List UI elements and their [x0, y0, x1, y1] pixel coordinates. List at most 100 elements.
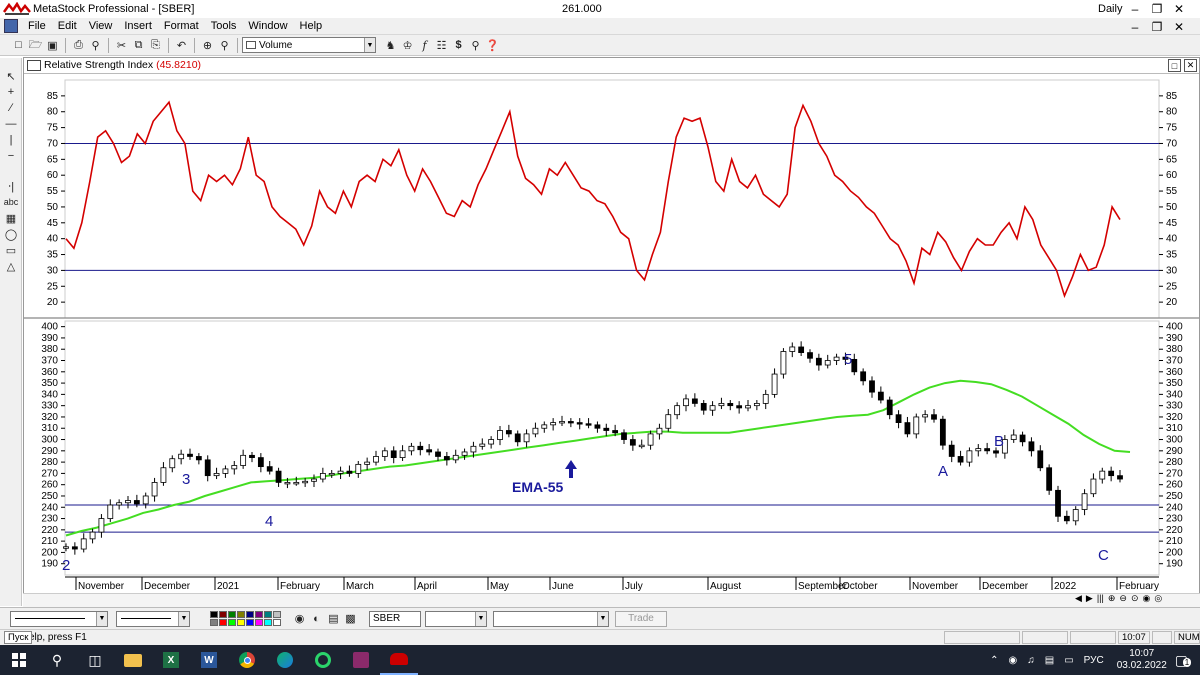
maximize-pane-icon[interactable]: □ [1168, 59, 1181, 72]
palette-swatch[interactable] [237, 619, 245, 626]
formula-doc-icon[interactable]: ▤ [328, 613, 339, 625]
rectangle-icon[interactable]: ▭ [5, 244, 17, 257]
palette-swatch[interactable] [219, 611, 227, 618]
fan-lines-icon[interactable]: − [7, 150, 15, 162]
cycle-lines-icon[interactable]: ‧| [7, 180, 15, 193]
document-icon[interactable] [4, 19, 18, 33]
chart-window-icon[interactable] [27, 60, 41, 71]
account-select[interactable]: ▼ [493, 610, 609, 627]
triangle-icon[interactable]: △ [6, 260, 16, 273]
zoom-fit-icon[interactable]: ◉ [1142, 593, 1151, 603]
windows-start-icon[interactable] [0, 645, 38, 675]
palette-swatch[interactable] [210, 611, 218, 618]
palette-swatch[interactable] [219, 619, 227, 626]
child-close-icon[interactable]: ✕ [1173, 19, 1185, 34]
zoom-out-icon[interactable]: ⊖ [1119, 593, 1127, 603]
order-type-select[interactable]: ▼ [425, 610, 487, 627]
symbol-input[interactable]: SBER [369, 610, 421, 627]
expert-advisor-icon[interactable]: ♞ [385, 39, 396, 52]
color-palette[interactable] [210, 611, 281, 626]
menu-edit[interactable]: Edit [57, 20, 77, 32]
horizontal-line-icon[interactable]: — [5, 118, 17, 130]
palette-swatch[interactable] [255, 619, 263, 626]
palette-swatch[interactable] [246, 619, 254, 626]
zoom-in-icon[interactable]: ⊕ [1107, 593, 1116, 603]
chart-canvas[interactable]: 8580757065605550454035302520858075706560… [24, 74, 1199, 594]
binoculars-icon[interactable]: ⚲ [471, 39, 480, 52]
tray-volume-icon[interactable]: ♫ [1027, 654, 1035, 666]
child-restore-icon[interactable]: ❐ [1151, 19, 1163, 34]
menu-window[interactable]: Window [248, 20, 288, 32]
palette-swatch[interactable] [246, 611, 254, 618]
search-icon[interactable]: ⚲ [51, 651, 63, 668]
text-tool-icon[interactable]: abc [3, 197, 19, 207]
scroll-right-icon[interactable]: ▶ [1085, 593, 1093, 603]
crosshair-tool-icon[interactable]: + [7, 86, 15, 98]
restore-icon[interactable]: ❐ [1151, 1, 1163, 16]
metastock-task-icon[interactable] [380, 645, 418, 675]
cut-icon[interactable]: ✂ [116, 39, 127, 52]
color-picker-icon[interactable]: ◉ [294, 613, 305, 625]
zoom-reset-icon[interactable]: ⊙ [1130, 593, 1139, 603]
pointer-icon[interactable]: ↖ [6, 70, 16, 83]
zoom-icon[interactable]: ⚲ [220, 39, 229, 52]
explorer-icon[interactable]: ♔ [402, 39, 413, 52]
menu-format[interactable]: Format [163, 20, 199, 32]
vertical-line-icon[interactable]: | [9, 134, 13, 146]
task-view-icon[interactable]: ◫ [88, 651, 102, 668]
palette-swatch[interactable] [264, 619, 272, 626]
chrome-icon[interactable] [228, 645, 266, 675]
tray-chevron-icon[interactable]: ⌃ [990, 654, 999, 666]
chevron-down-icon[interactable]: ▼ [178, 611, 189, 626]
trendline-icon[interactable]: ∕ [10, 102, 12, 114]
indicator-select[interactable]: Volume ▼ [242, 37, 376, 53]
pan-icon[interactable]: ◎ [1154, 593, 1163, 603]
file-explorer-icon[interactable] [114, 645, 152, 675]
system-tester-icon[interactable]: ☷ [436, 39, 447, 52]
dollar-icon[interactable]: $ [455, 39, 462, 51]
quik-icon[interactable] [304, 645, 342, 675]
scroll-left-icon[interactable]: ◀ [1075, 593, 1082, 603]
palette-swatch[interactable] [255, 611, 263, 618]
menu-insert[interactable]: Insert [124, 20, 152, 32]
chevron-down-icon[interactable]: ▼ [364, 38, 375, 52]
copy-icon[interactable]: ⧉ [134, 38, 143, 51]
camera-icon[interactable]: ▩ [345, 613, 356, 625]
palette-swatch[interactable] [228, 619, 236, 626]
palette-swatch[interactable] [210, 619, 218, 626]
print-preview-icon[interactable]: ⚲ [91, 39, 100, 52]
palette-swatch[interactable] [264, 611, 272, 618]
chevron-down-icon[interactable]: ▼ [96, 611, 107, 626]
formula-icon[interactable]: f [422, 38, 427, 52]
open-folder-icon[interactable]: 🗁 [28, 38, 43, 51]
save-icon[interactable]: ▣ [47, 39, 58, 52]
menu-tools[interactable]: Tools [210, 20, 237, 32]
chevron-down-icon[interactable]: ▼ [475, 611, 486, 626]
crosshair-icon[interactable]: ⊕ [202, 39, 213, 52]
line-weight-select[interactable]: ▼ [116, 610, 190, 627]
tray-clock[interactable]: 10:07 03.02.2022 [1117, 648, 1167, 672]
grid-icon[interactable]: ▦ [5, 212, 17, 225]
palette-swatch[interactable] [237, 611, 245, 618]
undo-icon[interactable]: ↶ [176, 39, 187, 52]
color-wheel-icon[interactable]: ◐ [313, 612, 320, 625]
time-scrollbar[interactable]: ◀ ▶ ||| ⊕ ⊖ ⊙ ◉ ◎ [23, 593, 1200, 607]
print-icon[interactable]: ⎙ [74, 38, 83, 51]
excel-icon[interactable]: X [152, 645, 190, 675]
chevron-down-icon[interactable]: ▼ [597, 611, 608, 626]
minimize-icon[interactable]: – [1131, 1, 1139, 16]
palette-swatch[interactable] [228, 611, 236, 618]
menu-view[interactable]: View [88, 20, 113, 32]
close-icon[interactable]: ✕ [1173, 1, 1185, 16]
paste-icon[interactable]: ⎘ [151, 38, 160, 51]
bar-spacing-icon[interactable]: ||| [1096, 593, 1104, 603]
word-icon[interactable]: W [190, 645, 228, 675]
new-file-icon[interactable]: □ [15, 39, 22, 51]
tray-network-icon[interactable]: ▤ [1044, 654, 1055, 666]
notifications-icon[interactable]: ▢ 1 [1174, 651, 1192, 668]
tray-battery-icon[interactable]: ▭ [1064, 654, 1074, 666]
ellipse-icon[interactable]: ◯ [4, 228, 18, 241]
palette-swatch[interactable] [273, 619, 281, 626]
archive-icon[interactable] [342, 645, 380, 675]
line-style-select[interactable]: ▼ [10, 610, 108, 627]
